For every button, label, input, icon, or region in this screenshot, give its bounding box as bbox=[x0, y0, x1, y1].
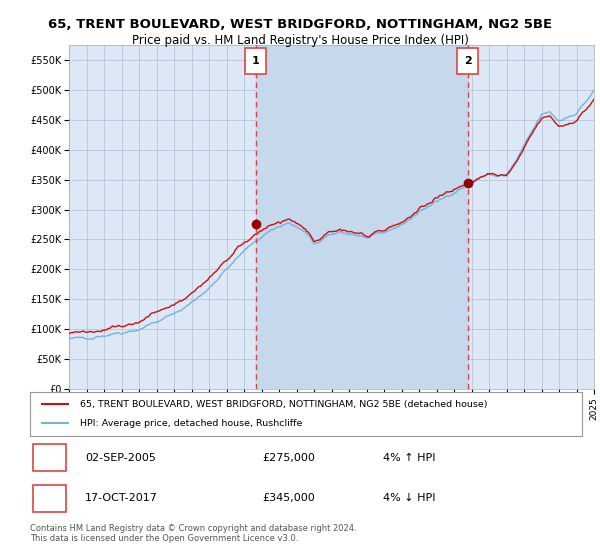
Text: Price paid vs. HM Land Registry's House Price Index (HPI): Price paid vs. HM Land Registry's House … bbox=[131, 34, 469, 46]
FancyBboxPatch shape bbox=[245, 48, 266, 74]
Text: £275,000: £275,000 bbox=[262, 452, 315, 463]
FancyBboxPatch shape bbox=[33, 484, 66, 512]
FancyBboxPatch shape bbox=[33, 444, 66, 472]
Text: 1: 1 bbox=[252, 56, 260, 66]
Bar bbox=[256, 45, 468, 389]
Text: 65, TRENT BOULEVARD, WEST BRIDGFORD, NOTTINGHAM, NG2 5BE (detached house): 65, TRENT BOULEVARD, WEST BRIDGFORD, NOT… bbox=[80, 400, 487, 409]
Text: 4% ↑ HPI: 4% ↑ HPI bbox=[383, 452, 436, 463]
Text: HPI: Average price, detached house, Rushcliffe: HPI: Average price, detached house, Rush… bbox=[80, 419, 302, 428]
Text: 65, TRENT BOULEVARD, WEST BRIDGFORD, NOTTINGHAM, NG2 5BE: 65, TRENT BOULEVARD, WEST BRIDGFORD, NOT… bbox=[48, 18, 552, 31]
Text: £345,000: £345,000 bbox=[262, 493, 314, 503]
Text: 2: 2 bbox=[46, 493, 53, 503]
Text: 4% ↓ HPI: 4% ↓ HPI bbox=[383, 493, 436, 503]
Text: 17-OCT-2017: 17-OCT-2017 bbox=[85, 493, 158, 503]
Text: 02-SEP-2005: 02-SEP-2005 bbox=[85, 452, 156, 463]
Text: 2: 2 bbox=[464, 56, 472, 66]
Text: Contains HM Land Registry data © Crown copyright and database right 2024.
This d: Contains HM Land Registry data © Crown c… bbox=[30, 524, 356, 543]
FancyBboxPatch shape bbox=[457, 48, 478, 74]
Text: 1: 1 bbox=[46, 452, 53, 463]
